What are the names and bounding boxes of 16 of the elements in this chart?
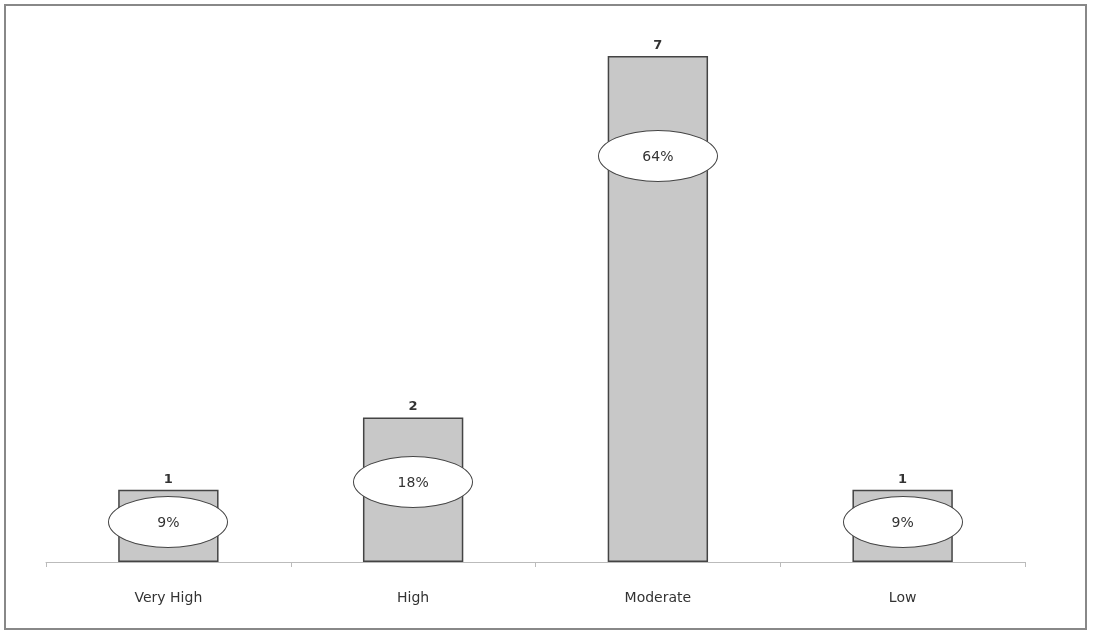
data-label: 2 bbox=[408, 398, 418, 414]
x-tick-label: High bbox=[397, 589, 430, 605]
oval-callout: 9% bbox=[842, 496, 963, 549]
annotation: 18% bbox=[397, 474, 429, 491]
oval-callout: 9% bbox=[108, 496, 229, 549]
data-label: 1 bbox=[163, 470, 173, 486]
data-label: 7 bbox=[653, 37, 663, 52]
oval-callout: 64% bbox=[597, 130, 718, 182]
x-tick-label: Very High bbox=[134, 589, 203, 605]
annotation: 9% bbox=[891, 514, 914, 531]
annotation: 64% bbox=[642, 148, 674, 164]
data-label: 1 bbox=[898, 470, 908, 486]
x-tick-label: Low bbox=[888, 589, 917, 605]
annotation: 9% bbox=[157, 514, 180, 531]
oval-callout: 18% bbox=[353, 456, 474, 509]
x-tick-label: Moderate bbox=[624, 589, 692, 605]
